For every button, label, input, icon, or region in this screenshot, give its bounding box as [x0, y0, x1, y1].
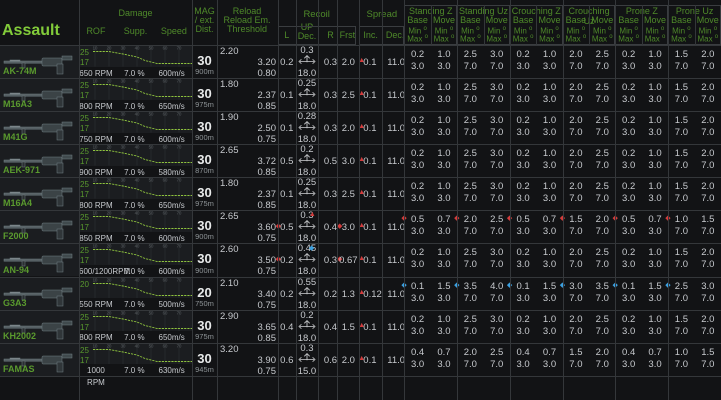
svg-text:50: 50 — [149, 244, 154, 249]
svg-text:70: 70 — [177, 79, 182, 84]
svg-text:20: 20 — [107, 310, 112, 315]
svg-text:70: 70 — [177, 178, 182, 183]
svg-text:70: 70 — [177, 145, 182, 150]
svg-text:40: 40 — [135, 178, 140, 183]
svg-text:10: 10 — [93, 244, 98, 249]
svg-text:40: 40 — [135, 310, 140, 315]
svg-text:70: 70 — [177, 277, 182, 282]
svg-text:50: 50 — [149, 211, 154, 216]
svg-text:10: 10 — [93, 145, 98, 150]
svg-text:50: 50 — [149, 178, 154, 183]
svg-text:20: 20 — [107, 211, 112, 216]
svg-text:50: 50 — [149, 145, 154, 150]
svg-text:30: 30 — [121, 46, 126, 51]
svg-text:10: 10 — [93, 343, 98, 348]
svg-text:20: 20 — [107, 343, 112, 348]
svg-text:30: 30 — [121, 244, 126, 249]
svg-text:70: 70 — [177, 310, 182, 315]
svg-text:60: 60 — [163, 46, 168, 51]
svg-text:20: 20 — [107, 112, 112, 117]
svg-text:60: 60 — [163, 211, 168, 216]
svg-text:40: 40 — [135, 211, 140, 216]
svg-text:20: 20 — [107, 244, 112, 249]
svg-text:60: 60 — [163, 145, 168, 150]
svg-text:20: 20 — [107, 46, 112, 51]
svg-text:10: 10 — [93, 211, 98, 216]
svg-text:60: 60 — [163, 79, 168, 84]
svg-text:40: 40 — [135, 244, 140, 249]
svg-text:70: 70 — [177, 343, 182, 348]
svg-text:30: 30 — [121, 343, 126, 348]
svg-text:50: 50 — [149, 112, 154, 117]
svg-text:60: 60 — [163, 277, 168, 282]
svg-text:60: 60 — [163, 310, 168, 315]
svg-text:40: 40 — [135, 343, 140, 348]
svg-text:10: 10 — [93, 277, 98, 282]
svg-text:60: 60 — [163, 343, 168, 348]
svg-text:50: 50 — [149, 310, 154, 315]
svg-text:30: 30 — [121, 79, 126, 84]
svg-text:50: 50 — [149, 277, 154, 282]
svg-text:30: 30 — [121, 112, 126, 117]
svg-text:20: 20 — [107, 178, 112, 183]
svg-text:30: 30 — [121, 211, 126, 216]
svg-text:40: 40 — [135, 79, 140, 84]
svg-text:20: 20 — [107, 277, 112, 282]
svg-text:70: 70 — [177, 112, 182, 117]
svg-text:10: 10 — [93, 46, 98, 51]
svg-text:30: 30 — [121, 310, 126, 315]
svg-text:30: 30 — [121, 277, 126, 282]
svg-text:60: 60 — [163, 178, 168, 183]
svg-text:30: 30 — [121, 145, 126, 150]
svg-text:10: 10 — [93, 112, 98, 117]
svg-text:30: 30 — [121, 178, 126, 183]
svg-text:70: 70 — [177, 211, 182, 216]
svg-text:10: 10 — [93, 79, 98, 84]
svg-text:10: 10 — [93, 310, 98, 315]
svg-text:40: 40 — [135, 112, 140, 117]
svg-text:70: 70 — [177, 46, 182, 51]
svg-text:60: 60 — [163, 244, 168, 249]
svg-text:20: 20 — [107, 79, 112, 84]
svg-text:70: 70 — [177, 244, 182, 249]
svg-text:10: 10 — [93, 178, 98, 183]
svg-text:40: 40 — [135, 46, 140, 51]
svg-text:50: 50 — [149, 46, 154, 51]
svg-text:40: 40 — [135, 145, 140, 150]
svg-text:20: 20 — [107, 145, 112, 150]
svg-text:50: 50 — [149, 343, 154, 348]
svg-text:60: 60 — [163, 112, 168, 117]
svg-text:40: 40 — [135, 277, 140, 282]
svg-text:50: 50 — [149, 79, 154, 84]
